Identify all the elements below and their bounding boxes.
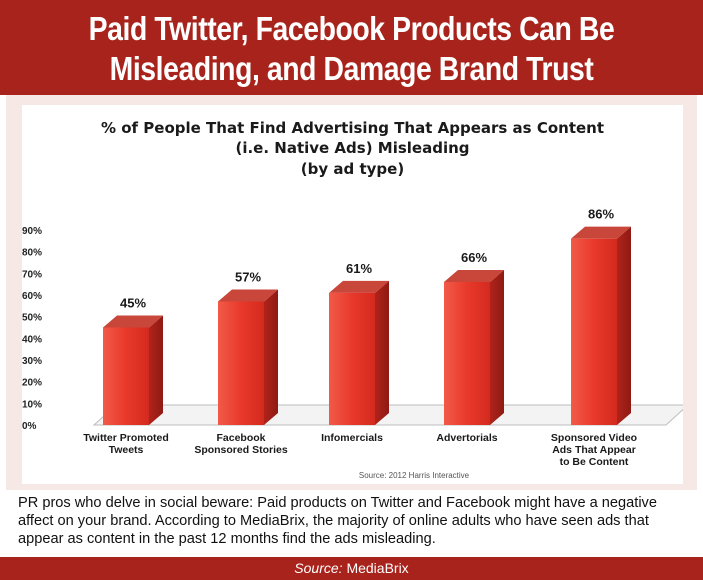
y-tick-label: 80% [22,248,42,259]
bar-top-4 [444,270,504,282]
bar-top-3 [329,280,389,293]
data-label-1: 45% [120,296,146,311]
bar-3 [329,292,375,425]
y-tick-label: 0% [22,421,37,432]
y-tick-label: 60% [22,291,42,302]
category-label-5: Ads That Appear [552,444,636,456]
category-label-2: Facebook [216,432,265,444]
data-label-2: 57% [235,270,261,285]
headline-line-2: Misleading, and Damage Brand Trust [109,50,594,87]
bar-1 [103,327,149,425]
bar-side-1 [149,315,163,425]
bar-top-5 [571,226,631,239]
y-tick-label: 90% [22,226,42,237]
y-tick-label: 20% [22,378,42,389]
category-label-1: Tweets [109,444,144,456]
bar-2 [218,301,264,425]
chart-source-note: Source: 2012 Harris Interactive [359,471,470,480]
data-label-3: 61% [346,261,372,276]
category-label-3: Infomercials [321,432,383,444]
caption-text: PR pros who delve in social beware: Paid… [18,495,657,547]
bar-side-5 [617,226,631,425]
data-label-4: 66% [461,250,487,265]
category-label-5: to Be Content [560,456,629,468]
footer-source-name: MediaBrix [346,560,409,576]
bar-chart: 0% 10% 20% 30% 40% 50% 60% 70% 80% 90% 45% Twitter … [22,207,683,480]
bar-4 [444,282,490,425]
category-label-4: Advertorials [436,432,497,444]
chart-frame: % of People That Find Advertising That A… [22,105,683,484]
chart-panel: % of People That Find Advertising That A… [6,95,697,490]
category-label-1: Twitter Promoted [83,432,169,444]
y-tick-label: 50% [22,313,42,324]
headline-line-1: Paid Twitter, Facebook Products Can Be [88,10,615,47]
bar-top-1 [103,315,163,328]
bar-5 [571,238,617,425]
bar-side-4 [490,270,504,425]
footer-bar: Source: MediaBrix [0,557,703,580]
bar-top-2 [218,289,278,302]
header-banner: Paid Twitter, Facebook Products Can Be M… [0,0,703,95]
category-label-5: Sponsored Video [551,432,637,444]
data-label-5: 86% [588,207,614,222]
footer-source-label: Source: [294,560,343,576]
bar-side-3 [375,280,389,425]
chart-title-line-1: % of People That Find Advertising That A… [100,119,605,137]
y-tick-label: 10% [22,399,42,410]
category-label-2: Sponsored Stories [194,444,288,456]
y-tick-label: 70% [22,269,42,280]
y-tick-label: 30% [22,356,42,367]
y-tick-label: 40% [22,334,42,345]
chart-title-line-3: (by ad type) [300,160,405,178]
bar-side-2 [264,289,278,425]
chart-title-line-2: (i.e. Native Ads) Misleading [235,139,470,157]
